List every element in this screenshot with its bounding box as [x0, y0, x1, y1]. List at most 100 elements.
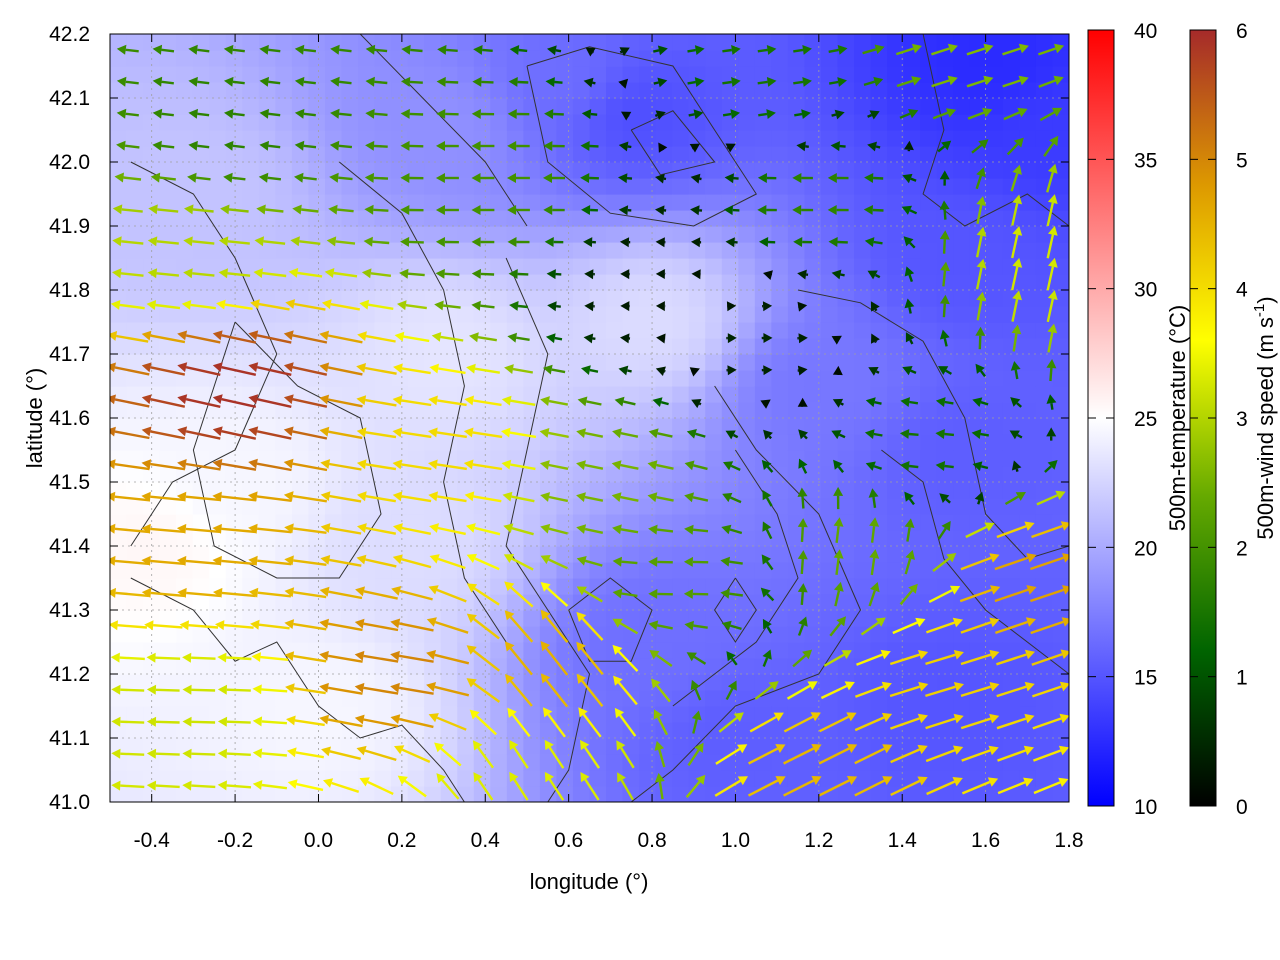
temperature-cell: [192, 674, 210, 691]
wind-arrow: [614, 396, 636, 407]
temperature-cell: [936, 434, 954, 451]
wind-arrow-head: [545, 333, 556, 344]
wind-arrow-head: [465, 523, 476, 533]
wind-arrow-head: [400, 205, 410, 215]
temperature-cell: [953, 562, 971, 579]
temperature-cell: [572, 482, 591, 499]
temperature-cell: [688, 258, 706, 275]
temperature-cell: [539, 290, 558, 307]
wind-arrow-head: [436, 773, 446, 784]
temperature-cell: [159, 754, 177, 771]
temperature-cell: [986, 306, 1004, 323]
wind-arrow-shaft: [510, 586, 534, 608]
temperature-cell: [771, 322, 789, 339]
wind-arrow-head: [811, 776, 822, 785]
wind-arrow-shaft: [1006, 143, 1019, 156]
temperature-cell: [1019, 626, 1037, 643]
temperature-cell: [407, 514, 425, 531]
temperature-cell: [870, 34, 888, 51]
temperature-cell: [688, 658, 706, 675]
temperature-cell: [523, 338, 541, 355]
temperature-cell: [1052, 626, 1069, 643]
temperature-cell: [457, 162, 475, 179]
wind-arrow-shaft: [656, 463, 674, 470]
temperature-cell: [837, 402, 855, 419]
temperature-cell: [738, 210, 756, 227]
temperature-cell: [771, 162, 789, 179]
temperature-cell: [539, 498, 558, 515]
temperature-cell: [192, 242, 210, 259]
wind-arrow-shaft: [268, 144, 281, 149]
temperature-cell: [754, 338, 772, 355]
wind-arrow: [354, 714, 399, 728]
wind-arrow: [831, 269, 845, 280]
temperature-cell: [275, 226, 293, 243]
temperature-cell: [176, 146, 194, 163]
temperature-cell: [192, 82, 210, 99]
wind-arrow-head: [540, 609, 551, 620]
wind-arrow-head: [356, 363, 366, 373]
temperature-cell: [672, 466, 690, 483]
wind-arrow-shaft: [293, 687, 326, 695]
wind-arrow: [997, 777, 1034, 795]
wind-arrow-head: [429, 523, 439, 533]
wind-arrow-shaft: [363, 654, 399, 663]
temperature-cell: [804, 594, 822, 611]
temperature-cell: [358, 498, 376, 515]
x-tick-label: 1.4: [888, 829, 918, 852]
wind-arrow-shaft: [224, 303, 253, 310]
temperature-cell: [1019, 354, 1037, 371]
temperature-cell: [424, 146, 442, 163]
temperature-cell: [1002, 738, 1020, 755]
temperature-cell: [490, 386, 508, 403]
temperature-cell: [374, 130, 392, 147]
wind-arrow-shaft: [292, 527, 327, 534]
wind-arrow-head: [543, 205, 553, 215]
temperature-cell: [738, 578, 756, 595]
temperature-cell: [209, 770, 227, 787]
wind-arrow-head: [984, 522, 995, 532]
temperature-cell: [920, 66, 938, 83]
wind-arrow-head: [690, 679, 700, 691]
temperature-cell: [854, 210, 872, 227]
wind-arrow: [540, 396, 569, 406]
temperature-cell: [225, 226, 243, 243]
wind-arrow: [217, 684, 251, 695]
temperature-cell: [275, 786, 293, 802]
temperature-cell: [606, 130, 624, 147]
temperature-cell: [143, 178, 161, 195]
wind-arrow-shaft: [1030, 620, 1064, 635]
temperature-cell: [126, 130, 144, 147]
wind-arrow-head: [733, 712, 744, 722]
wind-arrow: [975, 258, 987, 290]
temperature-cell: [209, 482, 227, 499]
temperature-cell: [556, 370, 574, 387]
wind-arrow-head: [256, 204, 266, 215]
temperature-cell: [242, 642, 260, 659]
temperature-cell: [225, 386, 243, 403]
temperature-cell: [721, 690, 739, 707]
temperature-cell: [721, 130, 739, 147]
temperature-cell: [126, 258, 144, 275]
wind-arrow: [429, 554, 466, 570]
temperature-cell: [291, 722, 310, 739]
wind-arrow: [283, 362, 328, 376]
temperature-cell: [473, 738, 491, 755]
wind-arrow: [581, 365, 599, 375]
temperature-cell: [953, 546, 971, 563]
x-axis: -0.4 -0.2 0.0 0.2 0.4 0.6 0.8 1.0 1.2 1.4 1.6 1.8: [134, 34, 1084, 852]
wind-arrow-shaft: [926, 780, 956, 796]
temperature-cell: [1019, 418, 1037, 435]
wind-arrow: [758, 109, 776, 119]
temperature-cell: [969, 354, 987, 371]
wind-arrow: [177, 426, 221, 440]
temperature-cell: [589, 610, 607, 627]
wind-arrow-shaft: [327, 686, 363, 695]
wind-arrow: [463, 459, 503, 471]
wind-arrow-head: [426, 617, 437, 627]
temperature-cell: [490, 738, 508, 755]
wind-arrow-shaft: [688, 113, 695, 117]
temperature-cell: [291, 514, 310, 531]
temperature-cell: [754, 738, 772, 755]
wind-arrow: [319, 618, 363, 632]
